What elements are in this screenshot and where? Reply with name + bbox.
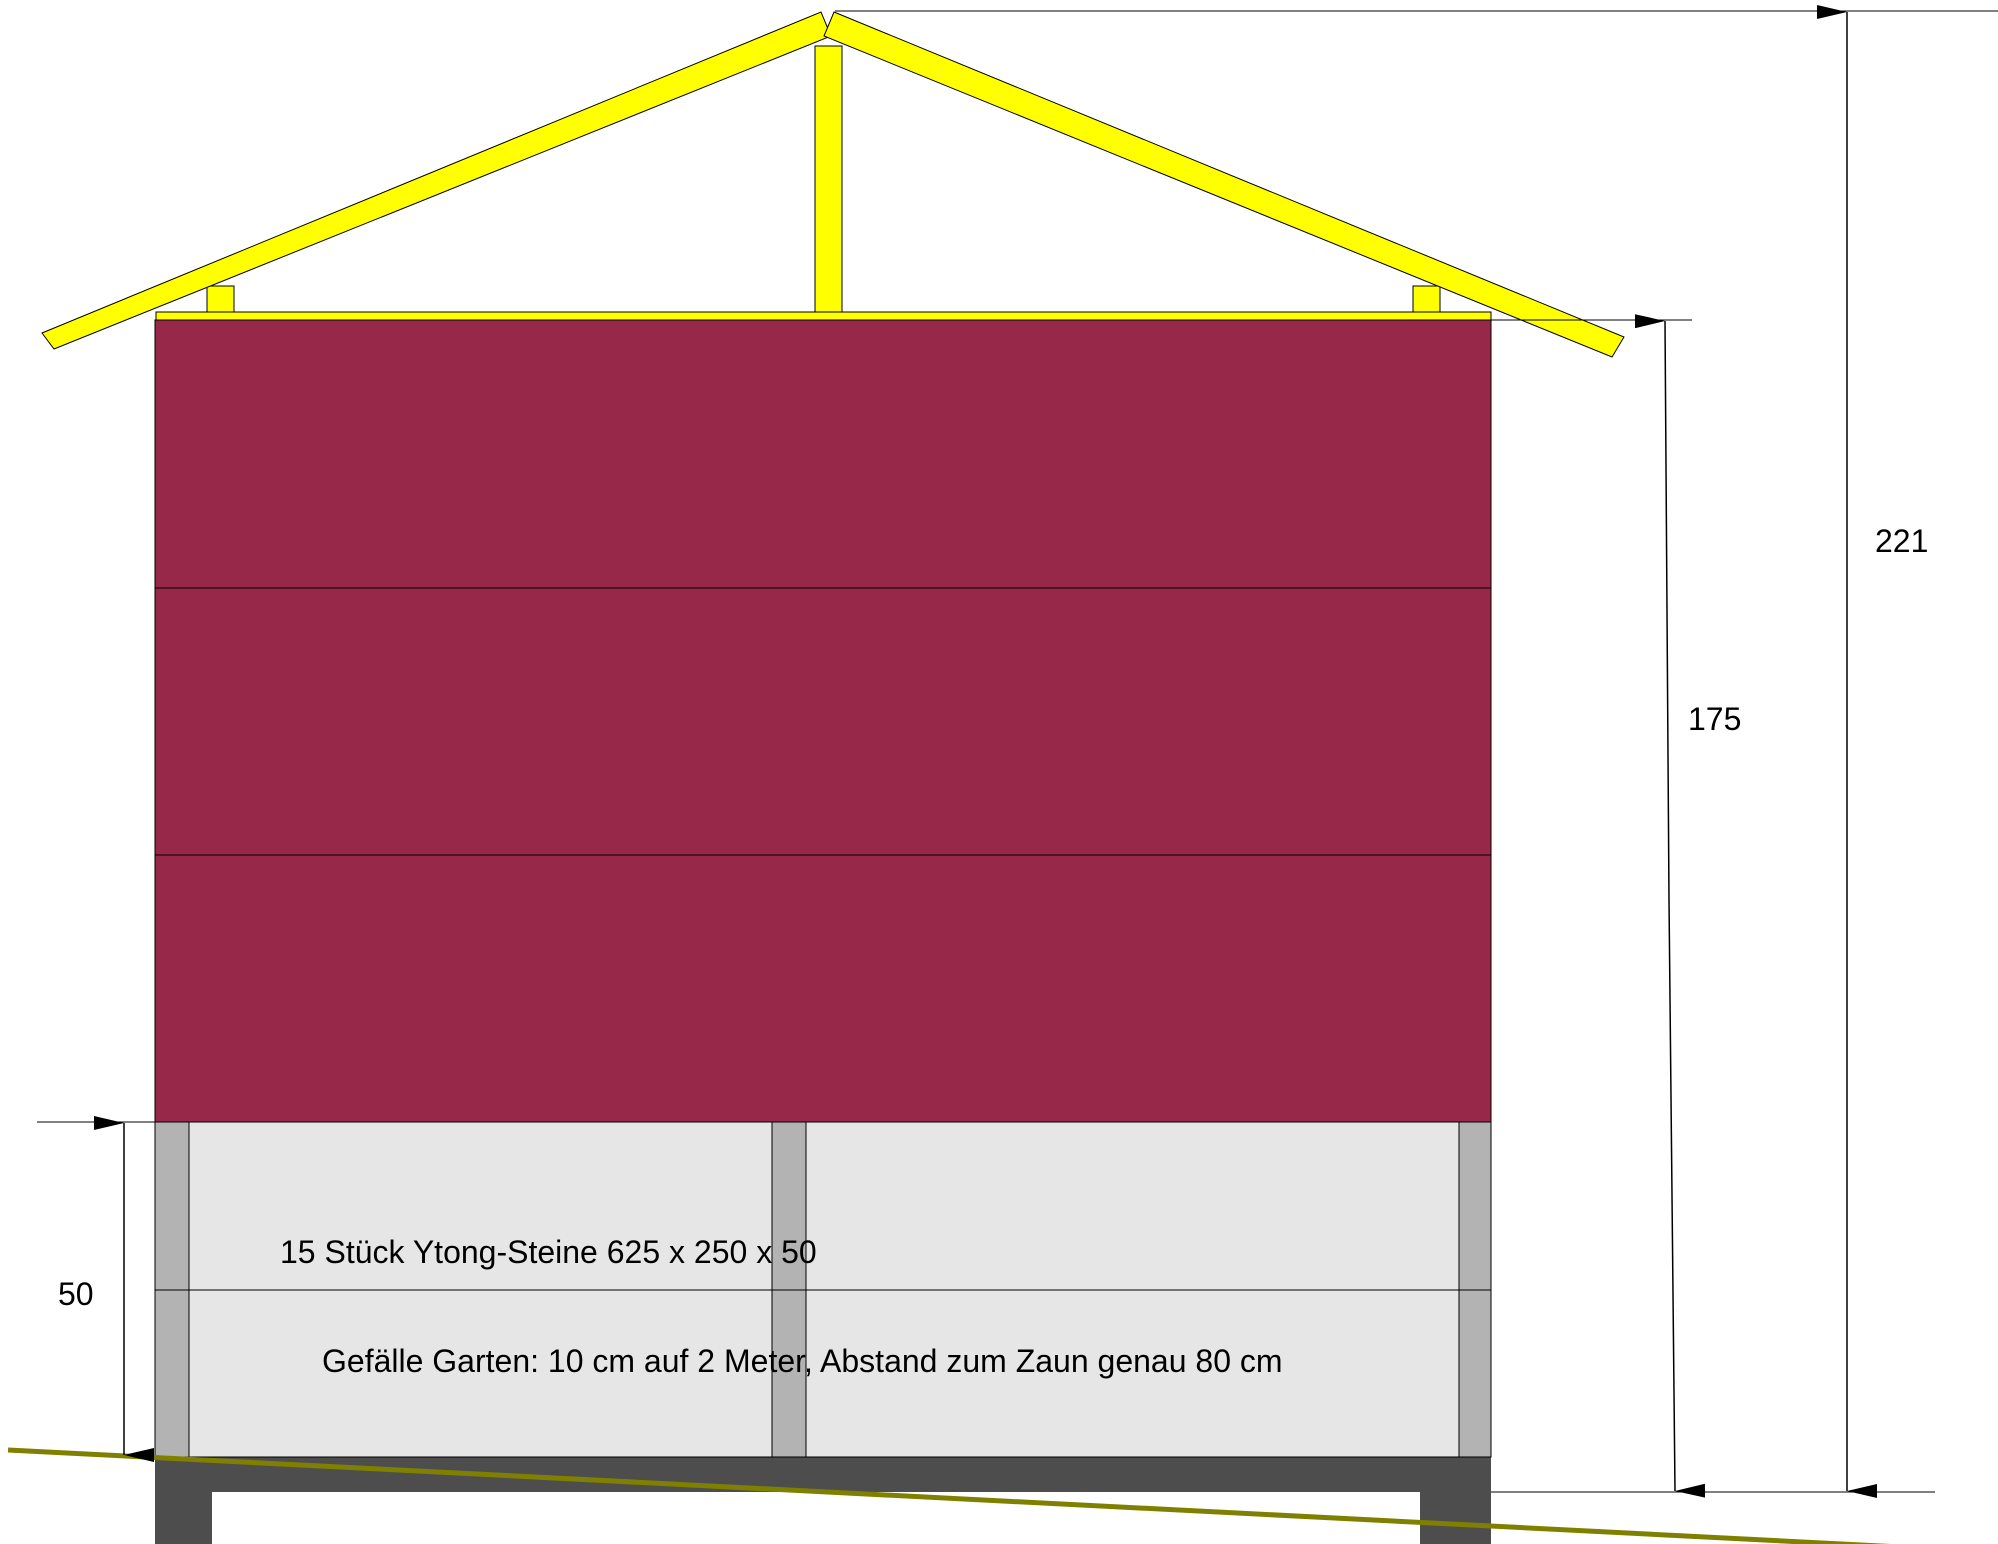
block-quantity-note: 15 Stück Ytong-Steine 625 x 250 x 50 xyxy=(280,1234,817,1270)
block-row-bottom xyxy=(154,1289,1492,1458)
wall-panel-bottom xyxy=(154,854,1492,1123)
rafter-right xyxy=(823,11,1625,358)
block-base xyxy=(154,1121,1492,1458)
garden-slope-note: Gefälle Garten: 10 cm auf 2 Meter, Absta… xyxy=(322,1343,1283,1379)
wall xyxy=(154,319,1492,1123)
dimension-arrow-wall-up xyxy=(1634,314,1670,901)
wall-panel-top xyxy=(154,319,1492,589)
purlin-block-left xyxy=(206,285,235,313)
dimension-total-height: 221 xyxy=(835,5,1998,1498)
purlin-block-right xyxy=(1412,285,1441,313)
dimension-base-height: 50 xyxy=(37,1116,155,1462)
foundation-post-right xyxy=(1420,1492,1491,1544)
total-height-label: 221 xyxy=(1875,523,1928,559)
roof-structure xyxy=(41,11,1625,358)
foundation-post-left xyxy=(155,1492,212,1544)
wall-height-label: 175 xyxy=(1688,701,1741,737)
foundation xyxy=(155,1457,1491,1544)
garden-slope-line xyxy=(7,1447,1891,1544)
dimension-arrow-wall-down xyxy=(1668,899,1706,1498)
rafter-left xyxy=(41,11,832,350)
dimension-wall-height: 175 xyxy=(1491,314,1741,1498)
foundation-beam xyxy=(155,1457,1491,1492)
tie-beam xyxy=(155,311,1492,321)
king-post xyxy=(814,45,843,313)
base-height-label: 50 xyxy=(58,1276,94,1312)
wall-panel-middle xyxy=(154,587,1492,856)
